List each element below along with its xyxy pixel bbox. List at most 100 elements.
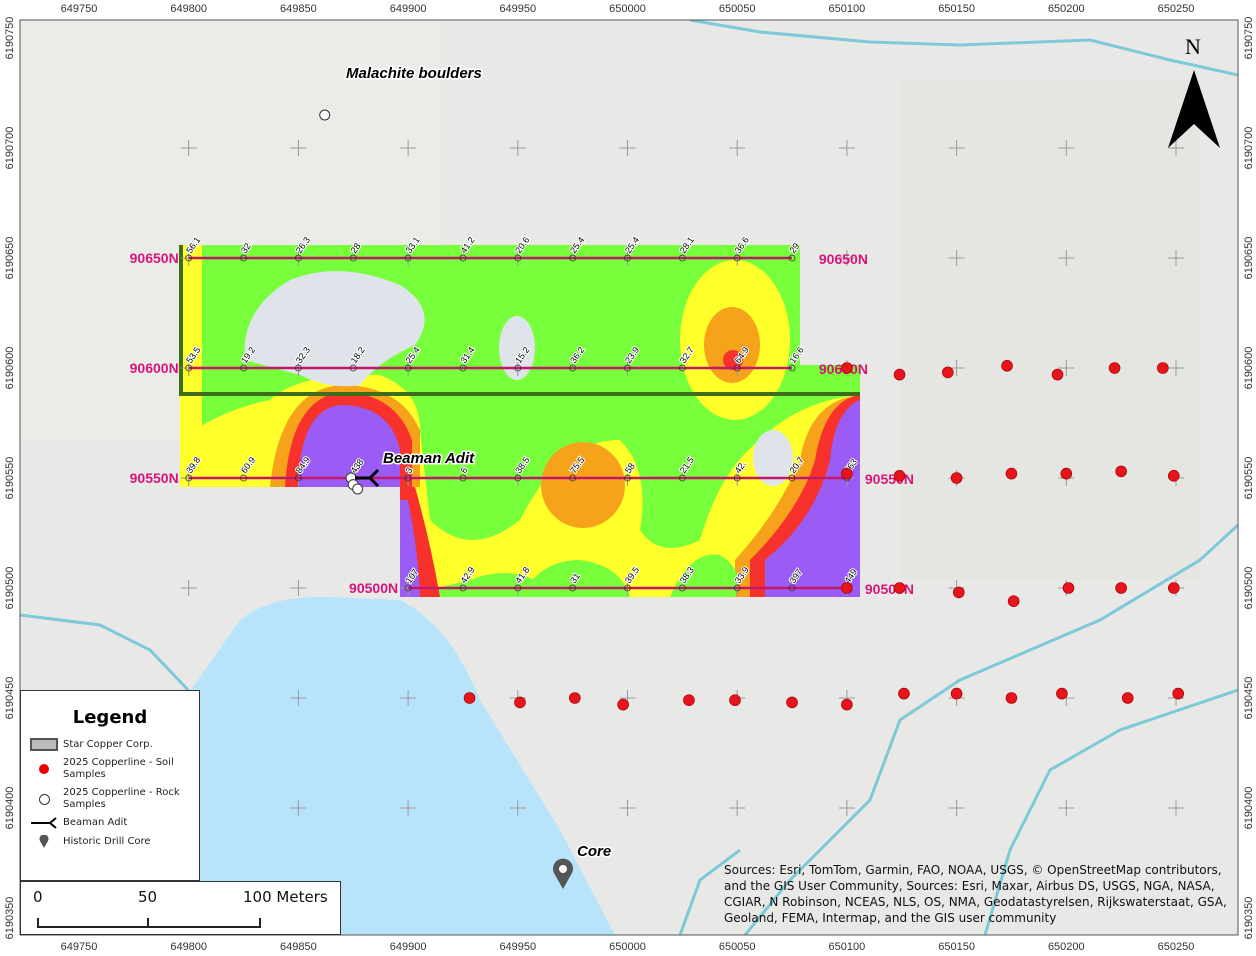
station-marker[interactable] — [788, 254, 796, 262]
soil-sample-point[interactable] — [1005, 692, 1018, 704]
station-marker[interactable] — [514, 254, 522, 262]
y-tick-label-right: 6190700 — [1243, 127, 1255, 170]
station-marker[interactable] — [514, 584, 522, 592]
soil-sample-point[interactable] — [729, 694, 741, 707]
soil-sample-point[interactable] — [841, 362, 853, 374]
station-marker[interactable] — [240, 254, 247, 262]
soil-sample-point[interactable] — [463, 692, 476, 704]
grid-cross — [1168, 800, 1184, 816]
station-marker[interactable] — [404, 474, 412, 482]
station-marker[interactable] — [733, 584, 741, 592]
soil-sample-point[interactable] — [786, 696, 798, 709]
grid-cross — [290, 690, 307, 706]
soil-sample-point[interactable] — [1051, 368, 1064, 381]
grid-cross — [180, 580, 197, 596]
station-marker[interactable] — [294, 254, 302, 262]
soil-sample-point[interactable] — [950, 472, 963, 484]
station-marker[interactable] — [678, 474, 686, 482]
soil-sample-point[interactable] — [952, 586, 965, 599]
soil-sample-point[interactable] — [1121, 692, 1134, 704]
station-marker[interactable] — [733, 254, 741, 262]
station-marker[interactable] — [404, 254, 412, 262]
lake — [170, 596, 615, 935]
soil-sample-point[interactable] — [1060, 467, 1073, 480]
grid-cross — [1058, 140, 1075, 156]
station-marker[interactable] — [349, 364, 357, 372]
soil-sample-point[interactable] — [841, 582, 853, 594]
soil-sample-point[interactable] — [1056, 687, 1068, 700]
station-marker[interactable] — [404, 584, 412, 592]
soil-sample-point[interactable] — [617, 698, 629, 711]
station-value: 6 — [458, 465, 469, 475]
station-marker[interactable] — [678, 584, 686, 592]
station-marker[interactable] — [569, 474, 577, 482]
soil-sample-point[interactable] — [841, 698, 853, 711]
station-marker[interactable] — [788, 474, 796, 482]
station-marker[interactable] — [678, 254, 686, 262]
station-marker[interactable] — [459, 474, 467, 482]
soil-sample-point[interactable] — [893, 582, 906, 594]
soil-sample-point[interactable] — [569, 692, 581, 704]
station-marker[interactable] — [185, 474, 193, 482]
station-marker[interactable] — [404, 364, 412, 372]
boundary-swatch-icon — [30, 738, 58, 751]
soil-sample-point[interactable] — [1115, 582, 1127, 594]
soil-sample-point[interactable] — [514, 696, 526, 709]
y-tick-label-left: 6190400 — [4, 787, 16, 830]
station-marker[interactable] — [459, 364, 467, 372]
soil-sample-point[interactable] — [1172, 687, 1184, 700]
malachite-label: Malachite boulders — [346, 65, 482, 82]
station-marker[interactable] — [240, 364, 247, 372]
soil-sample-point[interactable] — [1005, 467, 1018, 480]
station-marker[interactable] — [678, 364, 686, 372]
station-marker[interactable] — [569, 584, 577, 592]
historic-drill-core-icon[interactable] — [553, 858, 573, 889]
soil-sample-point[interactable] — [1108, 362, 1121, 374]
soil-sample-point[interactable] — [841, 467, 853, 480]
soil-sample-point[interactable] — [898, 687, 910, 700]
station-marker[interactable] — [185, 254, 193, 262]
white-dot-icon — [38, 793, 50, 805]
soil-sample-point[interactable] — [1062, 582, 1075, 594]
soil-sample-point[interactable] — [1007, 595, 1020, 608]
north-label: N — [1185, 34, 1201, 59]
rock-sample-point[interactable] — [319, 109, 331, 121]
station-marker[interactable] — [294, 474, 302, 482]
soil-sample-point[interactable] — [1168, 469, 1180, 482]
station-marker[interactable] — [624, 254, 631, 262]
station-marker[interactable] — [514, 474, 522, 482]
station-marker[interactable] — [569, 364, 577, 372]
soil-sample-point[interactable] — [893, 368, 906, 381]
soil-sample-point[interactable] — [1115, 465, 1127, 478]
station-marker[interactable] — [349, 254, 357, 262]
north-arrow: N — [1168, 34, 1220, 148]
soil-sample-point[interactable] — [942, 366, 954, 379]
station-marker[interactable] — [459, 254, 467, 262]
station-marker[interactable] — [569, 254, 577, 262]
rock-sample-point[interactable] — [352, 483, 364, 495]
soil-sample-point[interactable] — [950, 687, 963, 700]
grid-cross — [400, 800, 417, 816]
station-marker[interactable] — [459, 584, 467, 592]
soil-sample-point[interactable] — [683, 694, 695, 707]
station-marker[interactable] — [514, 364, 522, 372]
x-tick-label-bottom: 650000 — [609, 941, 646, 953]
soil-sample-point[interactable] — [1157, 362, 1169, 374]
station-marker[interactable] — [733, 474, 741, 482]
y-tick-label-right: 6190400 — [1243, 787, 1255, 830]
station-marker[interactable] — [788, 584, 796, 592]
station-marker[interactable] — [624, 474, 631, 482]
station-marker[interactable] — [294, 364, 302, 372]
station-marker[interactable] — [733, 364, 741, 372]
station-marker[interactable] — [624, 584, 631, 592]
legend-item-rock: 2025 Copperline - Rock Samples — [29, 787, 199, 811]
station-marker[interactable] — [240, 474, 247, 482]
station-marker[interactable] — [624, 364, 631, 372]
station-marker[interactable] — [788, 364, 796, 372]
station-marker[interactable] — [185, 364, 193, 372]
legend: Legend Star Copper Corp. 2025 Copperline… — [20, 690, 200, 881]
soil-sample-point[interactable] — [1168, 582, 1180, 594]
soil-sample-point[interactable] — [893, 469, 906, 482]
soil-sample-point[interactable] — [1001, 359, 1013, 372]
